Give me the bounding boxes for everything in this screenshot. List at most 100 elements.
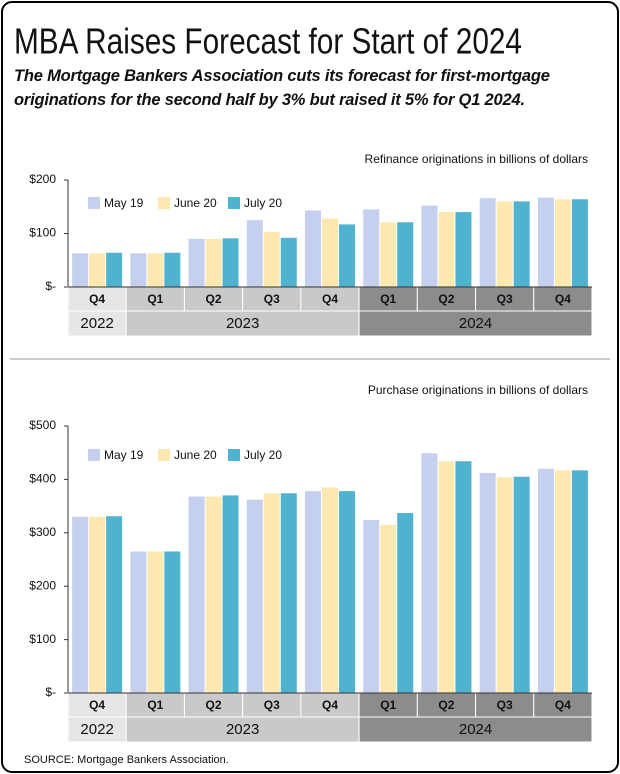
y-tick-label: $- [45,279,56,293]
year-cell [67,716,127,743]
year-cell [358,310,593,337]
x-tick-label: Q3 [497,292,513,306]
bar [205,496,222,693]
bar [438,461,455,693]
y-tick-label: $100 [29,632,56,646]
legend-label: July 20 [244,448,282,462]
legend-swatch [158,197,170,209]
bar [263,493,280,693]
year-label: 2023 [226,315,259,332]
y-tick-label: $300 [29,525,56,539]
x-tick-label: Q1 [147,698,163,712]
bar [513,476,530,693]
category-cell [300,286,360,312]
bar [130,253,147,287]
year-label: 2022 [80,721,113,738]
category-cell [475,286,535,312]
bar [554,470,571,693]
y-tick-label: $200 [29,172,56,186]
bar [322,487,338,693]
x-tick-label: Q4 [322,698,338,712]
year-label: 2023 [226,721,259,738]
bar [421,205,438,287]
page-title: MBA Raises Forecast for Start of 2024 [14,21,522,62]
bar [363,519,380,693]
bar [164,551,181,693]
bar [322,218,338,287]
bar [72,516,89,693]
bar [89,253,106,287]
bar [188,238,205,287]
bar [305,210,321,287]
bar [380,222,397,287]
legend-label: May 19 [104,196,144,210]
bar [479,472,496,693]
x-tick-label: Q2 [206,292,222,306]
bar [363,209,380,287]
bar [455,212,472,287]
bar [554,199,571,287]
bar [537,197,554,287]
bar [246,499,263,693]
subtitle: The Mortgage Bankers Association cuts it… [14,67,550,109]
bar [339,224,355,287]
bar [205,238,222,287]
bar [438,212,455,287]
legend-swatch [158,449,170,461]
x-tick-label: Q4 [555,698,571,712]
bar [188,496,205,693]
bar [106,516,123,693]
legend-label: June 20 [174,196,217,210]
x-tick-label: Q2 [438,292,454,306]
legend-label: May 19 [104,448,144,462]
x-tick-label: Q4 [89,292,105,306]
legend-swatch [88,449,100,461]
year-cell [125,310,360,337]
year-cell [358,716,593,743]
bar [106,252,123,287]
bar [496,201,513,287]
bar [130,551,147,693]
source: SOURCE: Mortgage Bankers Association. [24,754,229,766]
y-tick-label: $100 [29,226,56,240]
bar [397,222,414,287]
bar [380,524,397,693]
x-tick-label: Q4 [89,698,105,712]
x-tick-label: Q3 [264,698,280,712]
bar [455,461,472,693]
x-tick-label: Q2 [438,698,454,712]
legend-label: July 20 [244,196,282,210]
bar [263,231,280,287]
y-tick-label: $- [45,685,56,699]
legend-swatch [228,449,240,461]
bar [513,201,530,287]
x-tick-label: Q3 [264,292,280,306]
legend-swatch [88,197,100,209]
legend-swatch [228,197,240,209]
x-tick-label: Q4 [322,292,338,306]
y-tick-label: $500 [29,418,56,432]
bar [571,199,588,287]
category-cell [242,286,302,312]
x-tick-label: Q1 [380,292,396,306]
x-tick-label: Q4 [555,292,571,306]
bar [164,252,181,287]
year-cell [125,716,360,743]
bar [496,477,513,693]
bar [147,551,164,693]
bar [305,491,321,693]
chart-title: Purchase originations in billions of dol… [368,383,588,397]
bar [280,493,297,693]
bar [147,253,164,287]
bar [339,491,355,693]
bar [72,253,89,287]
x-tick-label: Q2 [206,698,222,712]
bar [571,470,588,693]
chart-title: Refinance originations in billions of do… [365,152,588,166]
bar [479,198,496,287]
y-tick-label: $400 [29,472,56,486]
bar [280,237,297,287]
